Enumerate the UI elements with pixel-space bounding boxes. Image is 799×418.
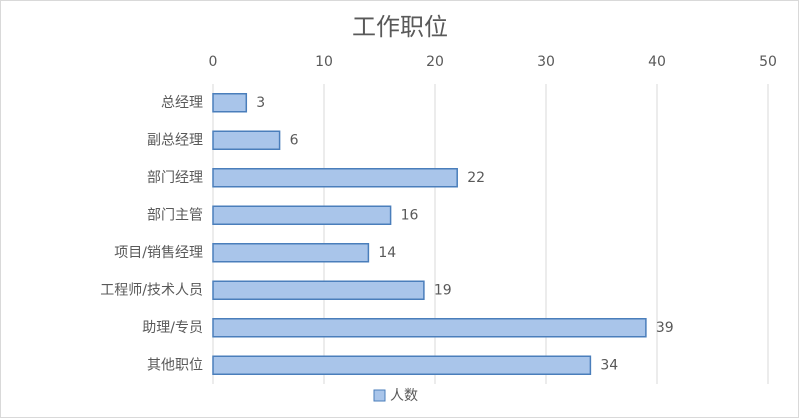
x-tick-label: 30 bbox=[537, 54, 555, 70]
x-tick-label: 40 bbox=[648, 54, 666, 70]
data-label: 39 bbox=[656, 320, 674, 336]
x-tick-label: 50 bbox=[759, 54, 777, 70]
data-label: 14 bbox=[378, 245, 396, 261]
y-tick-label: 部门主管 bbox=[147, 207, 203, 223]
x-tick-label: 0 bbox=[209, 54, 218, 70]
bar bbox=[212, 280, 425, 300]
bar bbox=[212, 318, 647, 338]
data-label: 6 bbox=[290, 132, 299, 148]
y-tick-label: 其他职位 bbox=[147, 357, 203, 373]
y-tick-label: 部门经理 bbox=[147, 170, 203, 186]
bar bbox=[212, 243, 370, 263]
x-tick-label: 10 bbox=[315, 54, 333, 70]
x-tick-label: 20 bbox=[426, 54, 444, 70]
y-tick-label: 工程师/技术人员 bbox=[100, 282, 203, 298]
legend-swatch bbox=[373, 389, 386, 402]
bar bbox=[212, 205, 392, 225]
chart-title: 工作职位 bbox=[352, 13, 448, 41]
data-label: 34 bbox=[600, 357, 618, 373]
data-label: 19 bbox=[434, 282, 452, 298]
data-label: 16 bbox=[401, 207, 419, 223]
bar bbox=[212, 130, 281, 150]
y-tick-label: 项目/销售经理 bbox=[114, 245, 203, 261]
data-label: 22 bbox=[467, 170, 485, 186]
bar bbox=[212, 93, 248, 113]
data-label: 3 bbox=[256, 95, 265, 111]
y-tick-label: 副总经理 bbox=[147, 132, 203, 148]
bar bbox=[212, 168, 458, 188]
bar bbox=[212, 355, 592, 375]
legend-label: 人数 bbox=[390, 388, 418, 404]
y-tick-label: 助理/专员 bbox=[142, 320, 203, 336]
y-tick-label: 总经理 bbox=[161, 95, 203, 111]
